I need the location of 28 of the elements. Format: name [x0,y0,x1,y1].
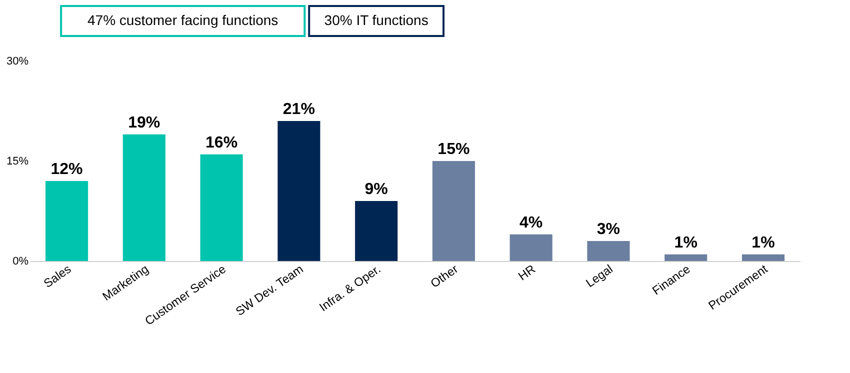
bar [200,154,243,261]
data-label: 21% [282,101,315,118]
data-label: 9% [364,181,388,198]
bar [742,254,785,261]
bar [664,254,708,261]
bar [45,181,88,261]
text: 30% IT functions [324,12,428,28]
bar [510,234,552,261]
x-tick-label: HR [516,262,538,284]
data-label: 1% [674,234,698,252]
y-tick-label: 30% [6,56,29,68]
x-tick-label: Infra. & Oper. [316,262,384,314]
y-tick-label: 0% [12,256,29,268]
bar [587,241,630,261]
data-label: 4% [520,214,543,232]
bar [122,134,166,261]
bar [355,201,398,261]
x-tick-label: SW Dev. Team [233,262,306,319]
data-label: 1% [752,234,775,252]
bar [278,121,320,261]
data-label: 15% [438,141,470,158]
text: 47% customer facing functions [88,12,278,28]
data-label: 12% [50,161,83,178]
data-label: 19% [128,114,160,132]
data-label: 16% [206,134,238,152]
bar [432,161,475,261]
y-tick-label: 15% [6,156,29,168]
data-label: 3% [596,221,620,238]
